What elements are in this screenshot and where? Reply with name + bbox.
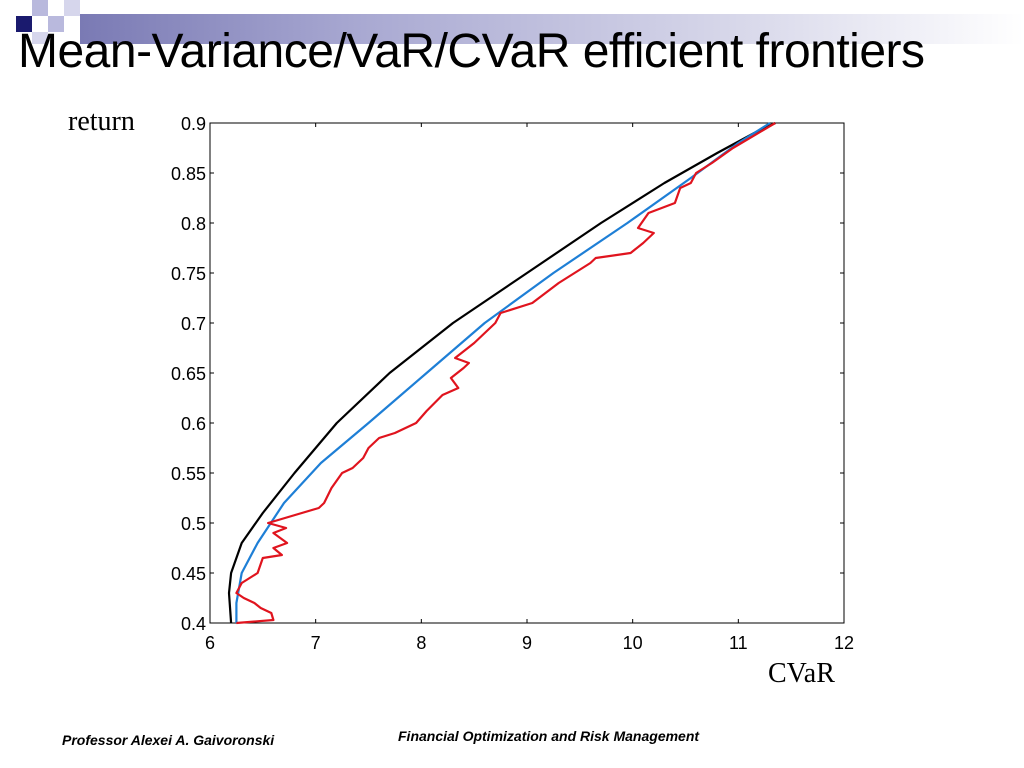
decor-square-navy: [16, 16, 32, 32]
y-tick-label: 0.45: [171, 564, 206, 584]
y-tick-label: 0.9: [181, 114, 206, 134]
x-tick-label: 10: [623, 633, 643, 653]
footer-author: Professor Alexei A. Gaivoronski: [62, 732, 275, 748]
y-axis-label: return: [68, 106, 135, 137]
frontier-line-blue: [235, 122, 771, 623]
plot-frame: [209, 122, 845, 624]
y-tick-label: 0.4: [181, 614, 206, 634]
slide-title: Mean-Variance/VaR/CVaR efficient frontie…: [18, 25, 925, 78]
x-axis-label: CVaR: [768, 658, 835, 689]
decor-square-lavender: [48, 16, 64, 32]
y-tick-label: 0.8: [181, 214, 206, 234]
frontier-line-black: [227, 122, 776, 624]
x-tick-label: 8: [416, 633, 426, 653]
x-tick-label: 6: [205, 633, 215, 653]
decor-square-lavender: [32, 0, 48, 16]
y-tick-label: 0.75: [171, 264, 206, 284]
y-tick-label: 0.5: [181, 514, 206, 534]
y-tick-label: 0.85: [171, 164, 206, 184]
title-gradient-bar: [80, 14, 1024, 44]
decor-square-light: [64, 0, 80, 16]
y-tick-label: 0.6: [181, 414, 206, 434]
footer-course: Financial Optimization and Risk Manageme…: [398, 728, 700, 744]
y-tick-label: 0.55: [171, 464, 206, 484]
y-tick-label: 0.7: [181, 314, 206, 334]
x-tick-label: 9: [522, 633, 532, 653]
y-tick-label: 0.65: [171, 364, 206, 384]
x-tick-label: 12: [834, 633, 854, 653]
x-tick-label: 7: [311, 633, 321, 653]
decor-square-light: [32, 32, 48, 44]
axis-ticks: 6 7 8 9 10 11 12 0.4 0.45 0.5 0.55 0.6 0.65 0.7 0.75 0.…: [171, 114, 854, 653]
frontier-line-red: [235, 122, 776, 625]
series-lines: [227, 122, 776, 625]
x-tick-label: 11: [729, 633, 748, 653]
